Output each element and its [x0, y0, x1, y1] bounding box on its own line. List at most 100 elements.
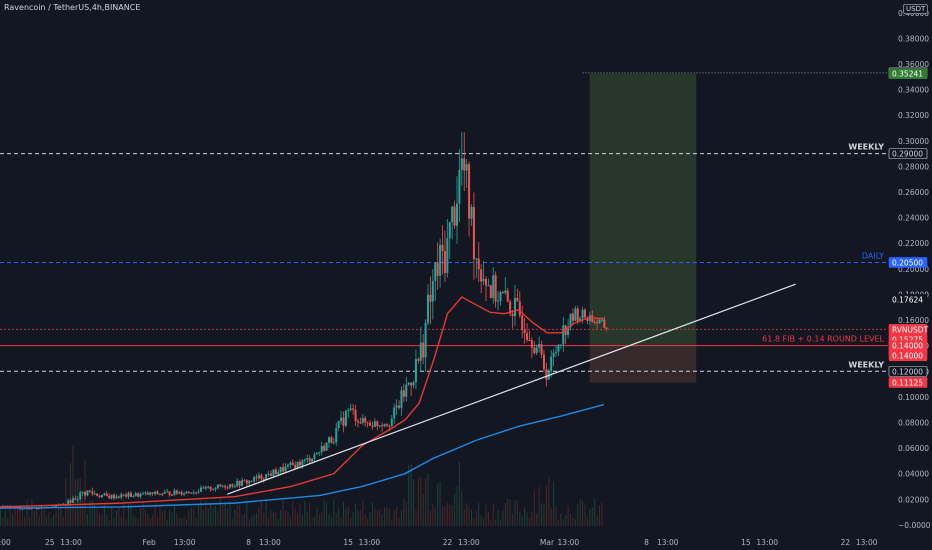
volume-bar	[123, 500, 125, 526]
volume-bar	[376, 509, 378, 526]
candle-body	[30, 508, 33, 510]
candle-body	[270, 473, 273, 476]
candle-body	[381, 425, 384, 427]
candle-body	[311, 458, 314, 462]
candle-body	[180, 492, 183, 495]
volume-bar	[57, 506, 59, 526]
candle-body	[501, 292, 504, 294]
candle-body	[385, 424, 388, 426]
volume-bar	[499, 519, 501, 526]
volume-bar	[258, 506, 260, 526]
volume-bar	[169, 510, 171, 526]
candle-body	[414, 359, 417, 383]
volume-bar	[328, 513, 330, 526]
candle-body	[257, 475, 260, 479]
candle-body	[499, 292, 502, 301]
candle-body	[88, 490, 91, 492]
candle-body	[248, 480, 251, 484]
candle-body	[354, 410, 357, 421]
volume-bar	[137, 518, 139, 526]
candle-body	[526, 333, 529, 341]
candle-body	[535, 347, 538, 354]
candle-body	[395, 405, 398, 408]
volume-bar	[582, 500, 584, 526]
candle-body	[221, 486, 224, 488]
candle-body	[81, 491, 84, 493]
candle-body	[69, 500, 72, 503]
volume-bar	[132, 514, 134, 526]
candle-body	[318, 451, 321, 454]
candle-body	[315, 453, 318, 455]
price-tag-3: 0.20500	[892, 258, 923, 267]
x-tick-label-0: 13:00	[0, 538, 11, 547]
candle-body	[294, 465, 297, 469]
price-tag-bg-3	[888, 257, 928, 268]
volume-bar	[531, 511, 533, 526]
volume-bar	[449, 504, 451, 526]
volume-bar	[31, 498, 33, 526]
candle-body	[562, 325, 565, 345]
volume-bar	[483, 517, 485, 526]
candle-body	[509, 301, 512, 314]
candle-body	[197, 491, 200, 493]
candle-body	[245, 480, 248, 484]
candle-body	[431, 281, 434, 302]
volume-bar	[601, 502, 603, 526]
volume-bar	[118, 507, 120, 526]
volume-bar	[586, 517, 588, 526]
candle-body	[506, 290, 509, 302]
candle-body	[325, 442, 328, 451]
volume-bar	[538, 486, 540, 526]
volume-bar	[268, 518, 270, 526]
candle-body	[521, 315, 524, 330]
volume-bar	[19, 505, 21, 526]
volume-bar	[171, 512, 173, 526]
volume-bar	[410, 464, 412, 526]
volume-bar	[318, 513, 320, 526]
volume-bar	[490, 519, 492, 526]
candle-body	[530, 340, 533, 348]
volume-bar	[113, 518, 115, 526]
volume-bar	[106, 514, 108, 526]
y-tick-label-0: −0.0000	[898, 521, 931, 530]
currency-button[interactable]: USDT	[903, 4, 929, 14]
candle-body	[238, 480, 241, 486]
candle-body	[158, 493, 161, 495]
candle-body	[567, 327, 570, 335]
x-tick-label-6: 13:00	[259, 538, 281, 547]
volume-bar	[125, 519, 127, 526]
x-tick-label-9: 22	[443, 538, 453, 547]
candle-body	[393, 407, 396, 419]
candle-body	[487, 285, 490, 287]
volume-bar	[265, 500, 267, 526]
volume-bar	[442, 506, 444, 526]
candle-body	[465, 164, 468, 171]
volume-bar	[99, 512, 101, 526]
candle-body	[369, 422, 372, 426]
volume-bar	[391, 519, 393, 526]
volume-bar	[524, 507, 526, 526]
volume-bar	[413, 479, 415, 526]
candle-body	[79, 492, 82, 500]
volume-bar	[301, 514, 303, 526]
volume-bar	[427, 473, 429, 526]
x-tick-label-8: 13:00	[359, 538, 381, 547]
x-tick-label-12: 13:00	[558, 538, 580, 547]
candle-body	[436, 262, 439, 276]
volume-bar	[444, 506, 446, 526]
candle-body	[308, 458, 311, 462]
x-tick-label-2: 13:00	[60, 538, 82, 547]
volume-bar	[135, 516, 137, 526]
candle-body	[335, 427, 338, 443]
candle-body	[390, 418, 393, 426]
candle-body	[584, 309, 587, 318]
candle-body	[603, 319, 606, 328]
volume-bar	[560, 513, 562, 526]
candle-body	[337, 421, 340, 428]
volume-bar	[512, 513, 514, 526]
candle-body	[446, 238, 449, 274]
candle-body	[359, 422, 362, 424]
volume-bar	[388, 509, 390, 526]
